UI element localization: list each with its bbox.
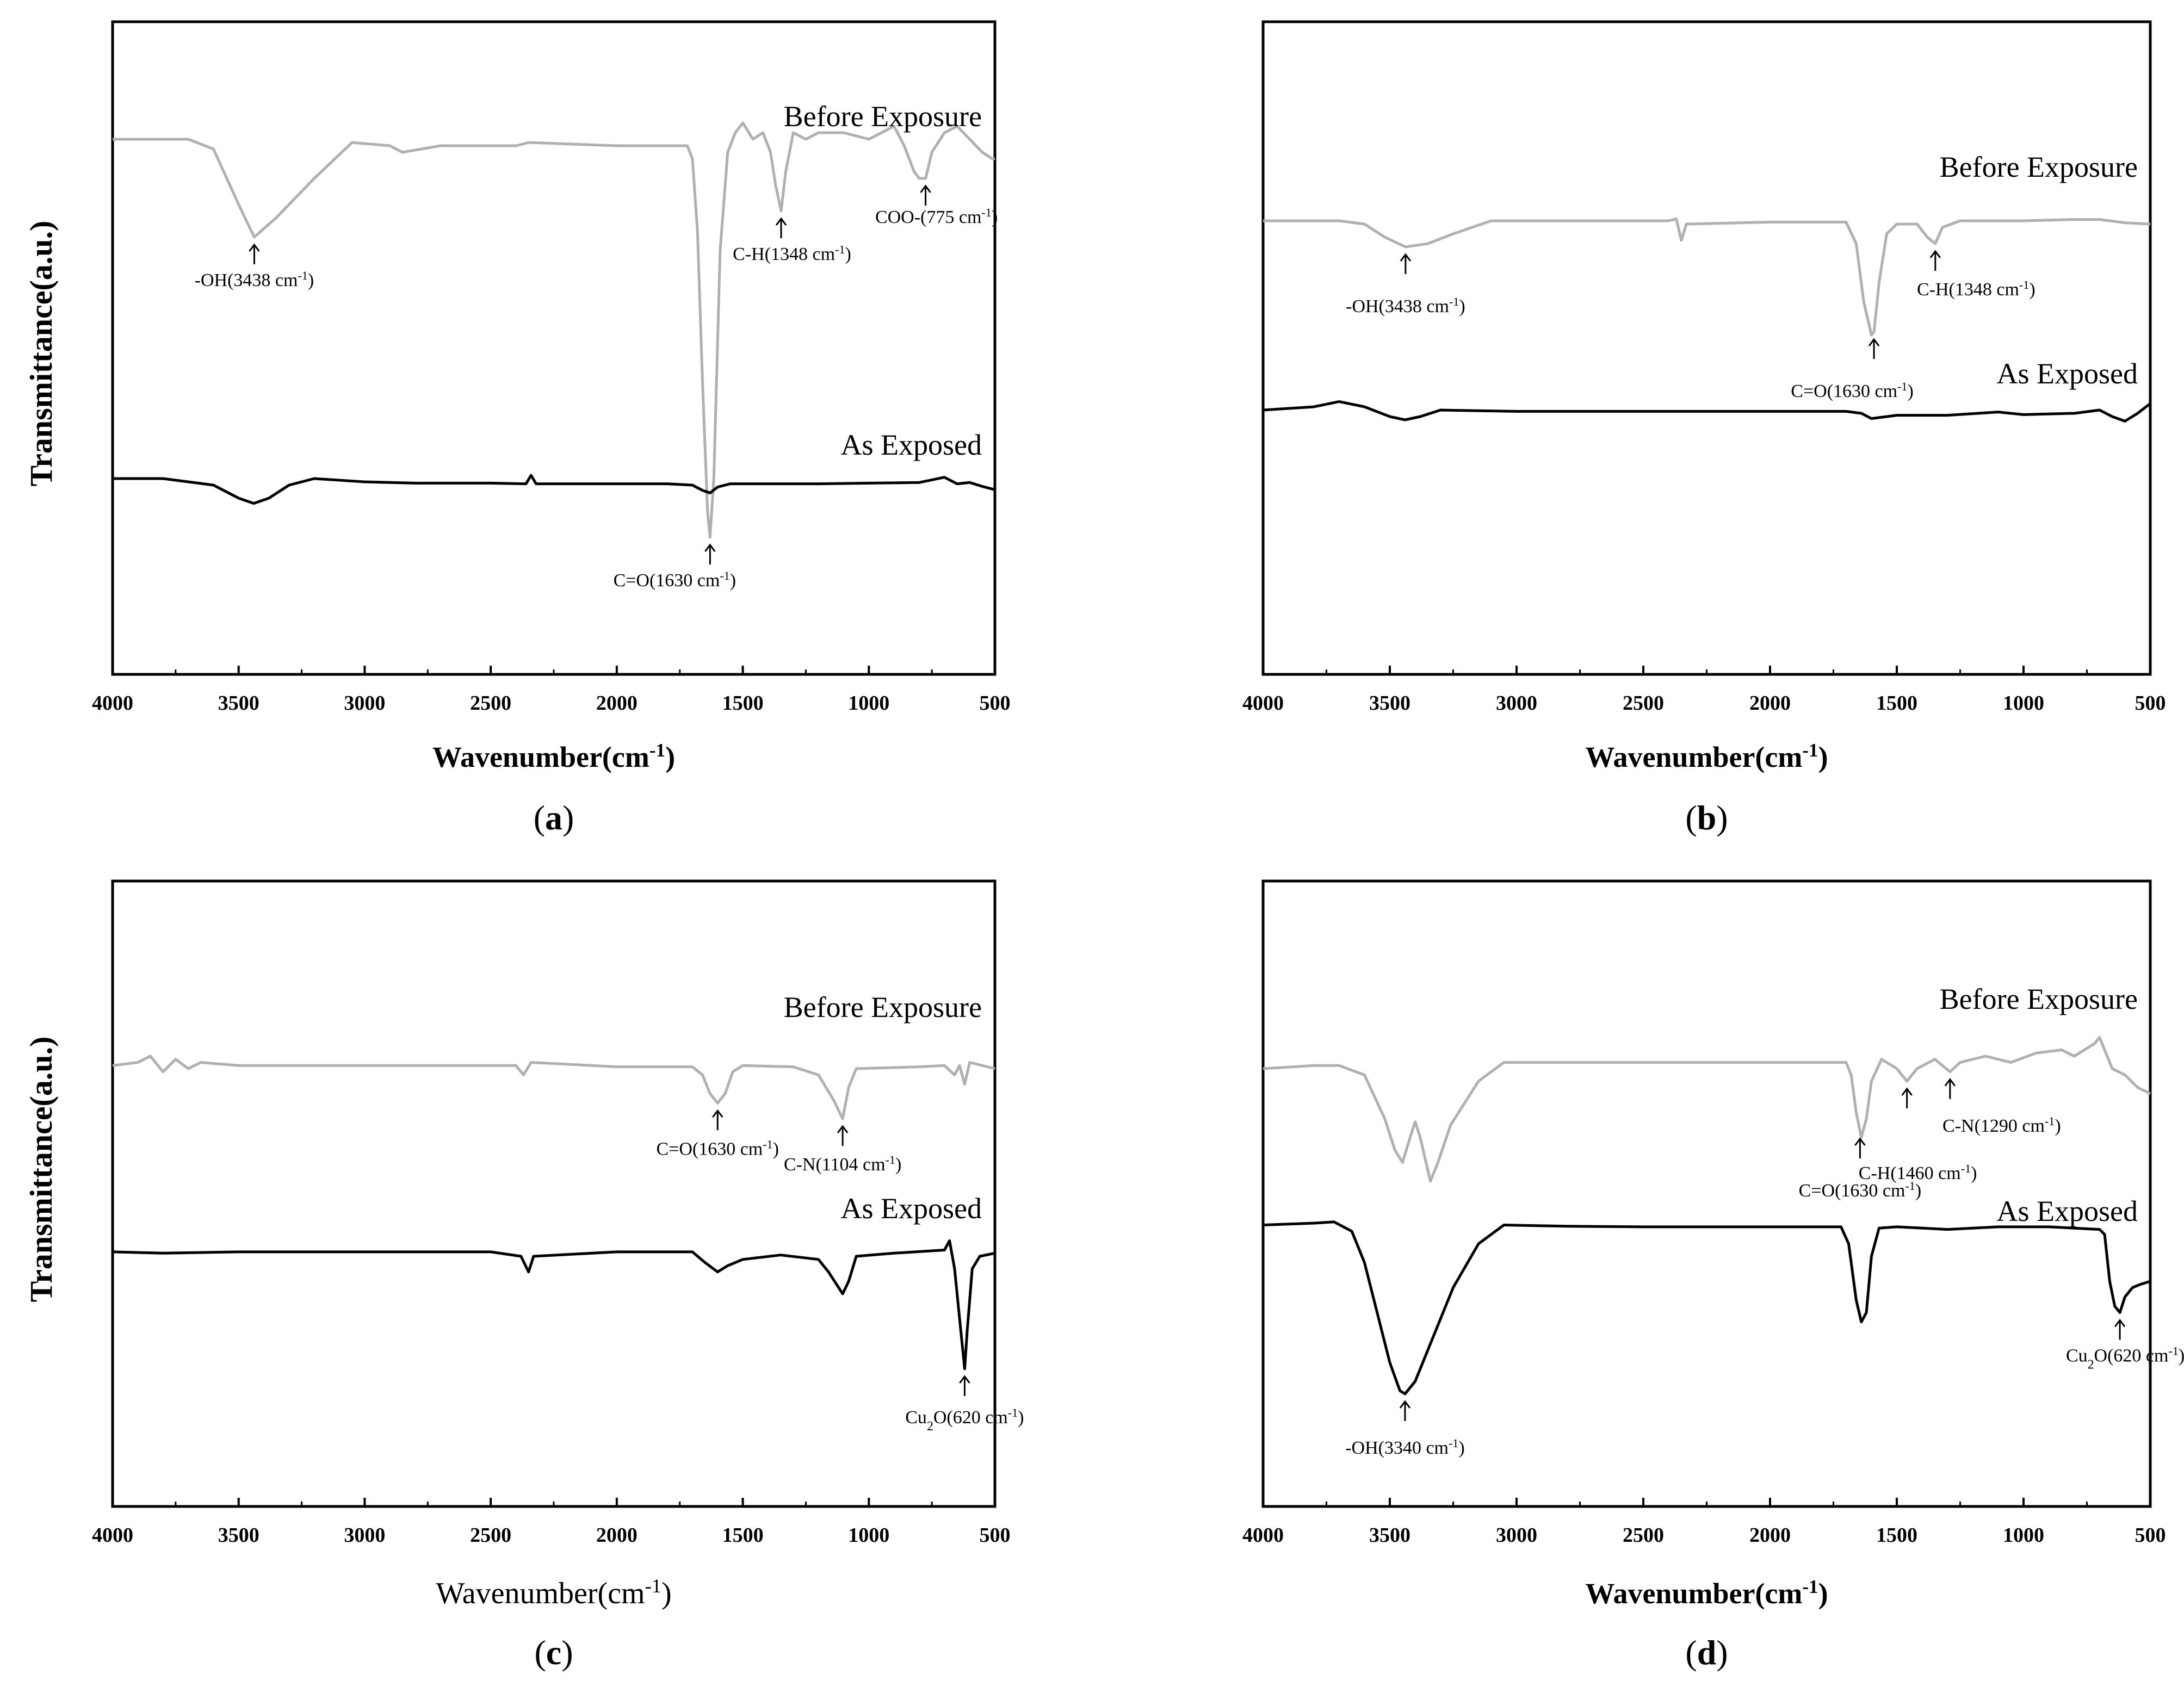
x-tick-label: 2500 <box>470 1524 511 1547</box>
x-axis-label: Wavenumber(cm-1) <box>1585 740 1828 774</box>
x-tick-label: 500 <box>2135 1524 2166 1547</box>
peak-annotation: C=O(1630 cm-1) <box>656 1137 779 1159</box>
peak-annotation: C=O(1630 cm-1) <box>1799 1179 1922 1201</box>
x-axis-label: Wavenumber(cm-1) <box>1585 1576 1828 1610</box>
x-tick-label: 2000 <box>1749 1524 1791 1547</box>
series-line-as-exposed <box>113 474 995 505</box>
peak-annotation: C=O(1630 cm-1) <box>614 569 737 591</box>
series-label: Before Exposure <box>1940 151 2138 183</box>
plot-frame <box>1261 879 2152 1508</box>
x-axis-label: Wavenumber(cm-1) <box>432 740 675 774</box>
x-tick-label: 3500 <box>218 1524 259 1547</box>
panel-label: (b) <box>1685 798 1728 837</box>
annotation-arrowhead <box>837 1125 849 1133</box>
peak-annotation: C-H(1348 cm-1) <box>1917 278 2035 300</box>
series-label: Before Exposure <box>784 991 982 1024</box>
x-tick-label: 4000 <box>1242 1524 1284 1547</box>
x-tick-label: 1500 <box>1876 692 1917 715</box>
annotation-arrowhead <box>1399 1400 1411 1409</box>
x-tick-label: 2500 <box>1623 1524 1664 1547</box>
annotation-arrowhead <box>1400 253 1412 262</box>
chart-panel-c: 4000 3500 3000 2500 2000 1500 1000 500 Wavenumbe… <box>23 879 1024 1672</box>
x-tick-label: 500 <box>980 692 1011 715</box>
x-tick-label: 1000 <box>2003 1524 2044 1547</box>
x-tick-label: 4000 <box>92 1524 133 1547</box>
x-tick-label: 3000 <box>344 1524 385 1547</box>
series-label: Before Exposure <box>784 100 982 133</box>
peak-annotation: C-H(1460 cm-1) <box>1859 1162 1977 1184</box>
chart-panel-d: 4000 3500 3000 2500 2000 1500 1000 500 Wavenumbe… <box>1242 879 2184 1672</box>
series-label: As Exposed <box>841 1192 982 1225</box>
series-label: As Exposed <box>841 429 982 461</box>
peak-annotation: -OH(3340 cm-1) <box>1345 1436 1465 1459</box>
panel-label: (a) <box>534 798 574 837</box>
x-tick-label: 2000 <box>596 1524 638 1547</box>
annotation-arrowhead <box>1929 250 1941 258</box>
panel-label: (d) <box>1685 1633 1728 1672</box>
x-tick-label: 1500 <box>722 692 764 715</box>
x-tick-label: 4000 <box>92 692 133 715</box>
x-tick-label: 500 <box>2135 692 2166 715</box>
x-axis-label: Wavenumber(cm-1) <box>436 1575 671 1610</box>
x-tick-label: 2000 <box>1749 692 1791 715</box>
y-axis-label: Transmittance(a.u.) <box>23 1037 59 1303</box>
annotation-arrowhead <box>249 243 260 252</box>
peak-annotation: Cu2O(620 cm-1) <box>905 1406 1024 1434</box>
x-tick-label: 1000 <box>848 692 889 715</box>
peak-annotation: C-N(1104 cm-1) <box>784 1153 901 1175</box>
annotation-arrowhead <box>704 543 716 552</box>
peak-annotation: C-N(1290 cm-1) <box>1942 1114 2061 1136</box>
x-tick-label: 3500 <box>1369 692 1410 715</box>
peak-annotation: C=O(1630 cm-1) <box>1791 380 1914 402</box>
x-tick-label: 3500 <box>1369 1524 1410 1547</box>
x-tick-label: 2500 <box>1623 692 1664 715</box>
peak-annotation: -OH(3438 cm-1) <box>195 269 314 291</box>
series-label: As Exposed <box>1997 1195 2138 1227</box>
annotation-arrowhead <box>959 1375 970 1384</box>
annotation-arrowhead <box>1901 1087 1913 1096</box>
chart-panel-b: 4000 3500 3000 2500 2000 1500 1000 500 Wavenumbe… <box>1242 20 2166 837</box>
annotation-arrowhead <box>712 1109 723 1118</box>
series-label: As Exposed <box>1997 357 2138 390</box>
annotation-arrowhead <box>775 217 787 226</box>
series-line-before-exposure <box>112 1055 995 1120</box>
series-line-as-exposed <box>1263 1220 2151 1396</box>
x-tick-label: 3000 <box>344 692 385 715</box>
annotation-arrowhead <box>920 184 931 193</box>
x-tick-label: 2000 <box>596 692 638 715</box>
annotation-arrowhead <box>1944 1078 1956 1087</box>
plot-frame <box>1261 20 2152 676</box>
x-tick-label: 1000 <box>2003 692 2044 715</box>
annotation-arrowhead <box>1868 338 1880 346</box>
chart-panel-a: 4000 3500 3000 2500 2000 1500 1000 500 Wavenumbe… <box>23 20 1011 837</box>
peak-annotation: -OH(3438 cm-1) <box>1346 295 1465 317</box>
series-line-before-exposure <box>1263 217 2151 337</box>
x-tick-label: 1500 <box>1876 1524 1917 1547</box>
x-tick-label: 3000 <box>1496 692 1537 715</box>
peak-annotation: C-H(1348 cm-1) <box>733 243 851 265</box>
x-tick-label: 500 <box>980 1524 1011 1547</box>
series-line-before-exposure <box>1263 1036 2151 1183</box>
series-line-as-exposed <box>112 1239 995 1370</box>
y-axis-label: Transmittance(a.u.) <box>23 221 59 487</box>
peak-annotation: COO-(775 cm-1) <box>875 206 998 228</box>
x-tick-label: 2500 <box>470 692 511 715</box>
series-line-as-exposed <box>1263 400 2151 423</box>
x-tick-label: 3000 <box>1496 1524 1537 1547</box>
series-label: Before Exposure <box>1940 983 2138 1015</box>
x-tick-label: 4000 <box>1242 692 1284 715</box>
series-line-before-exposure <box>113 121 995 539</box>
x-tick-label: 3500 <box>218 692 259 715</box>
x-tick-label: 1500 <box>722 1524 764 1547</box>
panel-label: (c) <box>534 1633 573 1672</box>
x-tick-label: 1000 <box>848 1524 889 1547</box>
annotation-arrowhead <box>1854 1137 1866 1146</box>
annotation-arrowhead <box>2114 1319 2126 1328</box>
peak-annotation: Cu2O(620 cm-1) <box>2066 1344 2184 1372</box>
